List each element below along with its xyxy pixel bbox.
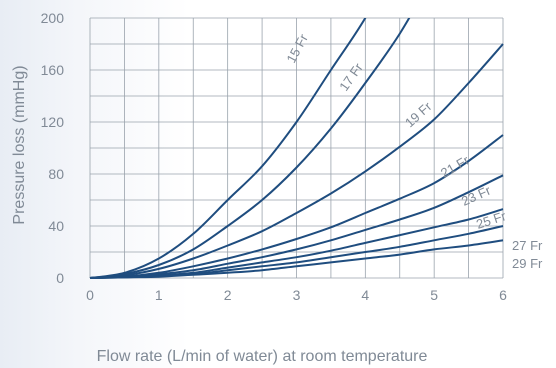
series-line-21fr	[89, 134, 504, 279]
y-tick-label: 200	[41, 10, 65, 26]
x-tick-label: 0	[86, 287, 94, 303]
y-tick-label: 40	[48, 218, 64, 234]
y-tick-label: 80	[48, 166, 64, 182]
x-tick-label: 6	[499, 287, 507, 303]
series-line-23fr	[89, 174, 504, 279]
series-line-15fr	[89, 18, 367, 279]
grid	[89, 17, 504, 279]
x-tick-label: 1	[155, 287, 163, 303]
y-tick-label: 120	[41, 114, 65, 130]
series-line-17fr	[89, 18, 411, 279]
series-line-29fr	[89, 239, 504, 279]
series-label-23fr: 23 Fr	[459, 182, 493, 208]
x-tick-label: 3	[293, 287, 301, 303]
series-label-27fr: 27 Fr	[512, 238, 543, 253]
y-tick-label: 0	[56, 270, 64, 286]
y-axis-title: Pressure loss (mmHg)	[11, 65, 28, 224]
x-tick-label: 4	[361, 287, 369, 303]
series-label-15fr: 15 Fr	[283, 31, 311, 65]
y-tick-label: 160	[41, 62, 65, 78]
x-axis-ticks: 0 1 2 3 4 5 6	[86, 287, 507, 303]
x-tick-label: 5	[430, 287, 438, 303]
series-line-19fr	[89, 43, 504, 279]
series-label-19fr: 19 Fr	[402, 98, 435, 130]
y-axis-ticks: 0 40 80 120 160 200	[41, 10, 65, 286]
x-axis-title: Flow rate (L/min of water) at room tempe…	[97, 348, 428, 365]
series-curves	[89, 18, 504, 279]
x-tick-label: 2	[224, 287, 232, 303]
series-label-21fr: 21 Fr	[438, 152, 472, 180]
series-label-29fr: 29 Fr	[512, 256, 543, 271]
